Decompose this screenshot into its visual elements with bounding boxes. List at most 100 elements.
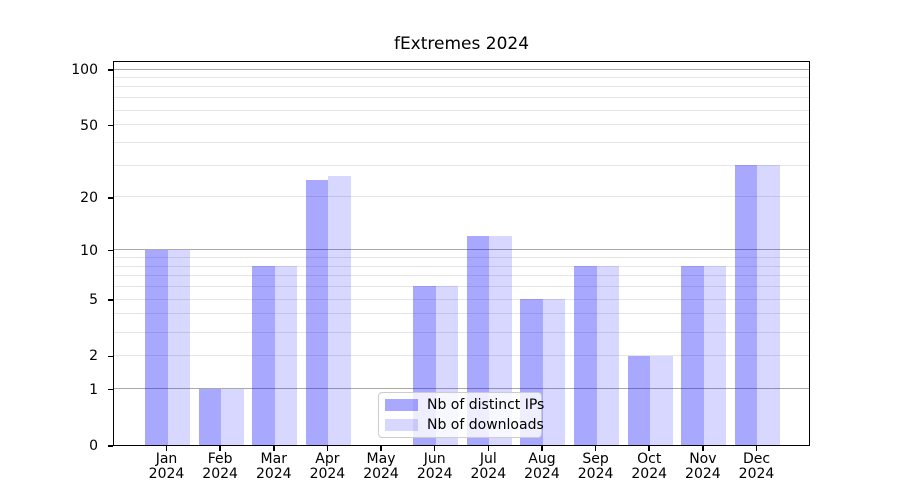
month-name: May	[366, 451, 396, 467]
gridline-50	[114, 124, 809, 126]
bar-distinct-ips-dec	[734, 165, 758, 445]
bar-distinct-ips-jan	[145, 249, 168, 445]
month-name: Dec	[742, 451, 771, 467]
x-tick-nov	[702, 446, 704, 451]
y-tick-10	[108, 249, 113, 252]
x-tick-apr	[326, 446, 329, 451]
gridline-8	[114, 265, 809, 267]
bar-downloads-oct	[650, 355, 673, 445]
month-year: 2024	[309, 466, 346, 482]
y-tick-0	[108, 445, 113, 447]
x-tick-label-jan: Jan 2024	[127, 452, 207, 482]
month-name: Sep	[582, 451, 609, 467]
y-tick-label-5: 5	[89, 292, 98, 309]
month-year: 2024	[524, 466, 560, 482]
gridline-4	[114, 313, 809, 315]
gridline-6	[114, 285, 809, 287]
y-tick-label-2: 2	[89, 348, 98, 365]
x-tick-label-jul: Jul 2024	[448, 452, 528, 482]
month-year: 2024	[148, 466, 185, 482]
x-tick-label-apr: Apr 2024	[287, 452, 367, 482]
bar-downloads-feb	[221, 388, 244, 445]
x-tick-dec	[755, 446, 758, 451]
gridline-10	[114, 249, 809, 251]
bar-downloads-jan	[167, 249, 190, 445]
gridline-70	[114, 97, 809, 99]
x-tick-mar	[273, 446, 275, 451]
gridline-7	[114, 275, 809, 277]
month-name: Nov	[689, 451, 717, 467]
x-tick-label-mar: Mar 2024	[234, 452, 314, 482]
x-tick-jul	[487, 446, 490, 451]
bar-distinct-ips-apr	[305, 179, 329, 445]
legend-swatch-distinct-ips	[385, 399, 418, 411]
legend-swatch-downloads	[385, 419, 418, 431]
legend-item-distinct-ips: Nb of distinct IPs	[385, 397, 544, 413]
gridline-30	[114, 164, 809, 166]
x-tick-label-feb: Feb 2024	[180, 452, 260, 482]
legend-label-downloads: Nb of downloads	[427, 417, 544, 433]
y-tick-label-50: 50	[80, 117, 98, 134]
bar-distinct-ips-nov	[681, 266, 704, 445]
y-tick-label-0: 0	[89, 438, 98, 454]
bar-downloads-apr	[328, 176, 351, 445]
month-name: Jun	[423, 451, 446, 467]
bar-distinct-ips-sep	[574, 266, 597, 445]
gridline-3	[114, 331, 809, 333]
y-tick-5	[108, 299, 113, 301]
month-year: 2024	[255, 466, 292, 482]
y-tick-label-20: 20	[80, 189, 98, 206]
gridline-2	[114, 355, 809, 356]
bar-downloads-sep	[596, 266, 620, 445]
bar-distinct-ips-mar	[252, 266, 275, 445]
x-tick-aug	[541, 446, 543, 451]
gridline-80	[114, 86, 809, 88]
x-tick-label-aug: Aug 2024	[502, 452, 582, 482]
gridline-60	[114, 109, 809, 111]
gridline-5	[114, 298, 809, 300]
month-name: Aug	[528, 451, 556, 467]
y-tick-50	[108, 124, 113, 127]
month-year: 2024	[577, 466, 614, 482]
plot-area	[113, 61, 810, 446]
month-name: Jul	[479, 451, 497, 467]
bar-downloads-aug	[542, 299, 566, 445]
bar-downloads-dec	[757, 165, 780, 445]
gridline-1	[114, 388, 809, 390]
gridline-90	[114, 77, 809, 78]
x-tick-label-nov: Nov 2024	[663, 452, 743, 482]
y-tick-label-100: 100	[71, 62, 98, 78]
x-tick-oct	[648, 446, 650, 451]
x-tick-may	[380, 446, 382, 451]
gridline-20	[114, 196, 809, 198]
month-year: 2024	[738, 466, 775, 482]
month-year: 2024	[416, 466, 453, 482]
x-tick-label-dec: Dec 2024	[716, 452, 796, 482]
bar-downloads-mar	[274, 266, 298, 445]
chart-title: fExtremes 2024	[393, 34, 530, 54]
x-tick-jun	[433, 446, 436, 451]
x-tick-label-sep: Sep 2024	[556, 452, 636, 482]
x-tick-jan	[165, 446, 168, 451]
y-tick-label-10: 10	[80, 242, 98, 259]
legend: Nb of distinct IPs Nb of downloads	[378, 392, 544, 438]
legend-label-distinct-ips: Nb of distinct IPs	[427, 397, 545, 413]
bar-downloads-nov	[703, 266, 727, 445]
bar-distinct-ips-oct	[627, 355, 651, 445]
x-tick-feb	[219, 446, 221, 451]
y-tick-1	[108, 388, 113, 391]
bar-distinct-ips-feb	[198, 388, 222, 445]
y-tick-label-1: 1	[89, 381, 98, 398]
y-tick-20	[108, 197, 113, 199]
x-tick-sep	[594, 446, 597, 451]
month-name: Jan	[155, 451, 178, 467]
month-year: 2024	[631, 466, 668, 482]
month-year: 2024	[363, 466, 399, 482]
legend-item-downloads: Nb of downloads	[385, 417, 544, 433]
month-name: Oct	[637, 451, 662, 467]
month-name: Feb	[207, 451, 233, 467]
x-tick-label-oct: Oct 2024	[609, 452, 689, 482]
gridline-40	[114, 141, 809, 143]
month-name: Mar	[260, 451, 287, 467]
